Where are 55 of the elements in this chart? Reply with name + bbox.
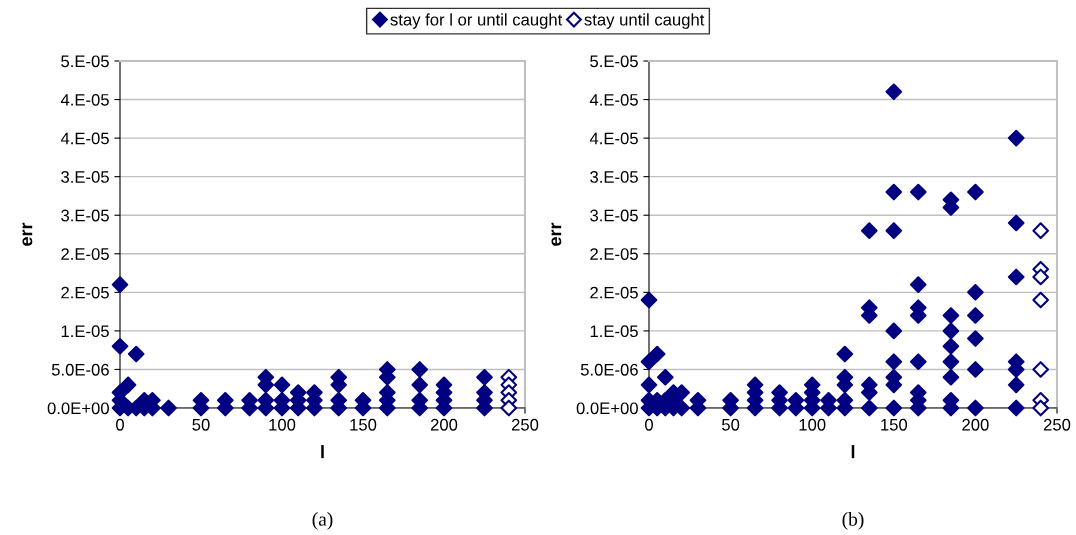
y-tick-label: 2.E-05 bbox=[590, 286, 638, 299]
point bbox=[1032, 361, 1049, 378]
x-tick-label: 250 bbox=[1043, 418, 1071, 431]
y-tick-label: 3.E-05 bbox=[590, 171, 638, 183]
x-axis-title: l bbox=[321, 445, 324, 459]
y-tick-label: 5.E-05 bbox=[590, 55, 638, 68]
x-tick-label: 150 bbox=[881, 418, 908, 431]
y-tick-label: 4.E-05 bbox=[589, 93, 638, 106]
y-tick-label: 1.E-05 bbox=[61, 325, 109, 338]
point bbox=[411, 376, 429, 394]
legend-label: stay until caught bbox=[584, 13, 705, 29]
point bbox=[273, 376, 291, 394]
y-tick-label: 3.E-05 bbox=[61, 171, 109, 183]
x-tick-label: 100 bbox=[269, 418, 296, 431]
x-tick-label: 50 bbox=[722, 418, 740, 431]
y-tick-label: 4.E-05 bbox=[589, 132, 638, 145]
y-tick-label: 5.0E-06 bbox=[51, 363, 109, 376]
text: (b) bbox=[842, 512, 864, 530]
point bbox=[111, 276, 129, 293]
y-tick-label: 0.0E+00 bbox=[576, 402, 638, 415]
y-tick-label: 4.E-05 bbox=[60, 93, 109, 106]
y-tick-label: 2.E-05 bbox=[590, 248, 638, 260]
point bbox=[411, 361, 429, 378]
y-axis-title: err bbox=[551, 222, 562, 246]
y-tick-label: 1.E-05 bbox=[590, 325, 638, 338]
y-tick-label: 0.0E+00 bbox=[47, 402, 109, 415]
text: (a) bbox=[312, 512, 333, 530]
x-tick-label: 250 bbox=[511, 418, 539, 431]
x-tick-label: 200 bbox=[962, 418, 989, 431]
x-tick-label: 0 bbox=[645, 418, 653, 431]
point bbox=[127, 345, 145, 363]
y-tick-label: 3.E-05 bbox=[590, 209, 638, 222]
point bbox=[119, 376, 137, 394]
legend-label: stay for l or until caught bbox=[390, 13, 563, 29]
point bbox=[1032, 268, 1049, 286]
point bbox=[1032, 222, 1049, 239]
y-tick-label: 5.E-05 bbox=[61, 55, 109, 68]
x-tick-label: 150 bbox=[350, 418, 377, 431]
y-tick-label: 3.E-05 bbox=[61, 209, 109, 222]
y-tick-label: 4.E-05 bbox=[60, 132, 109, 145]
point bbox=[160, 399, 177, 417]
x-tick-label: 100 bbox=[799, 418, 826, 431]
x-tick-label: 50 bbox=[192, 418, 210, 431]
y-tick-label: 2.E-05 bbox=[61, 286, 109, 299]
point bbox=[476, 368, 493, 386]
point bbox=[111, 337, 129, 355]
y-axis-title: err bbox=[22, 222, 33, 246]
y-tick-label: 2.E-05 bbox=[61, 248, 109, 260]
point bbox=[1032, 291, 1049, 309]
x-tick-label: 0 bbox=[116, 418, 124, 431]
x-tick-label: 200 bbox=[430, 418, 458, 431]
point bbox=[1032, 399, 1049, 417]
point bbox=[500, 399, 518, 417]
x-axis-title: l bbox=[851, 445, 855, 459]
y-tick-label: 5.0E-06 bbox=[580, 363, 638, 376]
